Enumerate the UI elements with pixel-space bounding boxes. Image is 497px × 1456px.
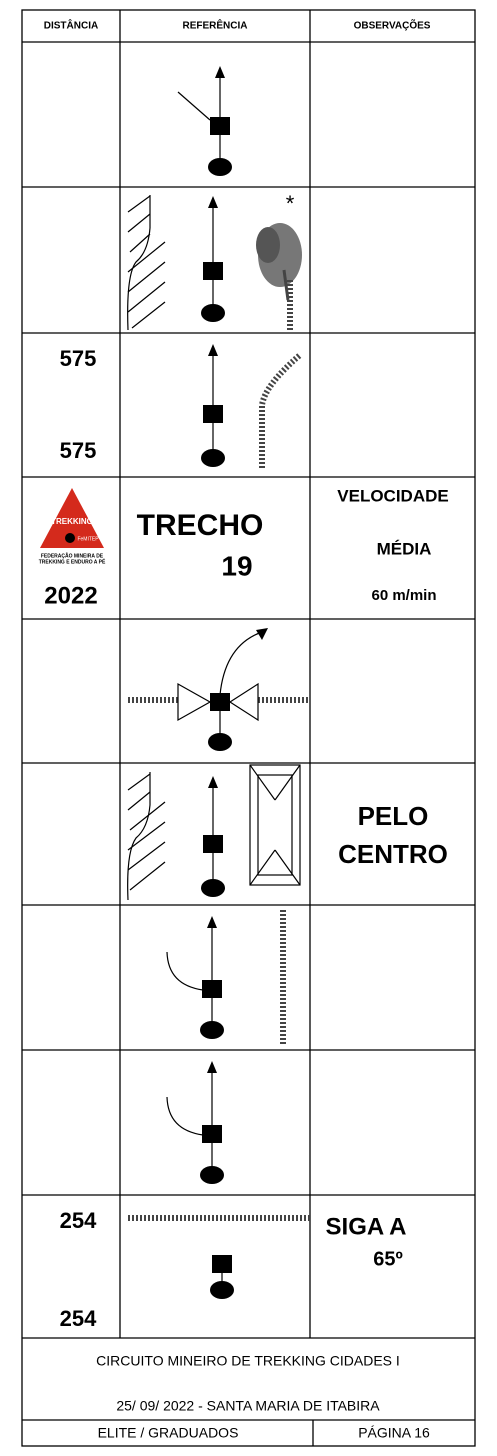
reference-diagram [127,764,301,901]
header-cell: OBSERVAÇÕES [354,19,431,32]
reference-diagram [166,1061,224,1184]
footer-page: PÁGINA 16 [358,1425,430,1441]
observation: CENTRO [338,839,448,869]
section-number: 19 [221,550,252,581]
header-cell: REFERÊNCIA [182,19,247,32]
logo-caption: TREKKING E ENDURO A PÉ [39,557,106,565]
reference-diagram [201,344,302,468]
section-title: TRECHO [137,509,264,542]
logo-badge: FeMITEP [77,536,99,542]
distance: 254 [60,1306,97,1331]
observation: MÉDIA [377,539,432,558]
observation: SIGA A [326,1213,407,1240]
reference-diagram [128,628,310,751]
logo: TREKKING FeMITEP FEDERAÇÃO MINEIRA DE TR… [39,488,106,565]
reference-diagram [177,66,232,176]
logo-caption: FEDERAÇÃO MINEIRA DE [41,552,104,559]
footer-category: ELITE / GRADUADOS [98,1425,239,1441]
distance: 575 [60,438,97,463]
icon: * [286,191,295,216]
observation: 60 m/min [371,587,436,604]
reference-diagram: * [127,191,302,331]
observation: PELO [358,801,429,831]
distance: 2022 [44,582,97,609]
reference-diagram [166,910,286,1045]
observation: VELOCIDADE [337,486,448,505]
logo-name: TREKKING [51,517,93,526]
footer-line: 25/ 09/ 2022 - SANTA MARIA DE ITABIRA [116,1398,380,1414]
footer-line: CIRCUITO MINEIRO DE TREKKING CIDADES I [96,1353,400,1369]
table-grid [21,9,476,1447]
observation: 65º [373,1248,403,1270]
distance: 254 [60,1208,97,1233]
header-cell: DISTÂNCIA [44,19,98,32]
reference-diagram [128,1215,310,1299]
distance: 575 [60,346,97,371]
